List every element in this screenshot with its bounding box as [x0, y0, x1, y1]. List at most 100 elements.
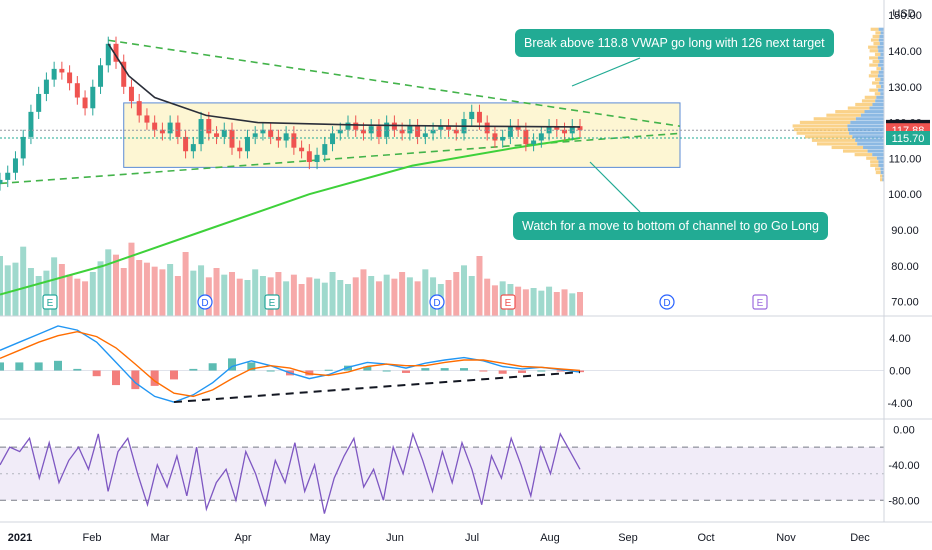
- candle-body: [237, 148, 242, 152]
- volume-profile-bar: [879, 35, 884, 38]
- volume-profile-bar: [847, 124, 884, 127]
- volume-profile-bar: [871, 28, 879, 31]
- macd-histogram-bar: [35, 362, 43, 370]
- candle-body: [144, 115, 149, 122]
- volume-profile-bar: [835, 110, 864, 113]
- candle-body: [477, 112, 482, 123]
- volume-profile-bar: [861, 114, 884, 117]
- volume-profile-bar: [880, 175, 882, 178]
- volume-bar: [167, 264, 173, 316]
- volume-bar: [523, 289, 529, 316]
- volume-profile-bar: [879, 28, 884, 31]
- candle-body: [36, 94, 41, 112]
- macd-histogram-bar: [15, 362, 23, 370]
- volume-profile-bar: [848, 128, 884, 131]
- candle-body: [268, 130, 273, 137]
- volume-bar: [20, 247, 26, 316]
- candle-body: [168, 123, 173, 134]
- candle-body: [75, 83, 80, 97]
- candle-body: [214, 133, 219, 137]
- volume-bar: [244, 280, 250, 316]
- volume-profile-bar: [862, 99, 875, 102]
- candle-body: [0, 180, 3, 184]
- macd-tick-label: -4.00: [887, 398, 912, 410]
- volume-bar: [376, 281, 382, 316]
- volume-bar: [368, 276, 374, 316]
- volume-bar: [322, 283, 328, 316]
- price-tick-label: 70.00: [891, 297, 919, 309]
- time-tick-label: Dec: [850, 532, 870, 544]
- macd-histogram-bar: [460, 368, 468, 370]
- volume-bar: [105, 249, 111, 316]
- candle-body: [539, 133, 544, 140]
- macd-histogram-bar: [383, 371, 391, 372]
- volume-profile-bar: [878, 56, 884, 59]
- volume-profile-bar: [870, 164, 878, 167]
- volume-profile-bar: [866, 157, 877, 160]
- volume-profile-bar: [869, 56, 878, 59]
- volume-profile-bar: [794, 128, 848, 131]
- candle-body: [492, 133, 497, 140]
- volume-bar: [98, 261, 104, 316]
- volume-profile-bar: [875, 53, 880, 56]
- candle-body: [376, 126, 381, 137]
- candle-body: [5, 173, 10, 180]
- candle-body: [13, 158, 18, 172]
- volume-bar: [422, 269, 428, 316]
- volume-profile-bar: [878, 89, 884, 92]
- price-axis[interactable]: 150.00140.00130.00120.00110.00100.0090.0…: [888, 10, 922, 309]
- volume-profile-bar: [869, 89, 878, 92]
- volume-profile-bar: [880, 92, 884, 95]
- volume-profile-bar: [878, 64, 884, 67]
- volume-profile-bar: [814, 117, 856, 120]
- volume-bar: [136, 260, 142, 316]
- price-tag-ma-label: 115.70: [892, 133, 925, 145]
- price-tick-label: 90.00: [891, 225, 919, 237]
- candle-body: [299, 148, 304, 152]
- volume-profile-bar: [870, 49, 879, 52]
- volume-profile-bar: [876, 96, 884, 99]
- volume-profile-bar: [843, 149, 868, 152]
- candle-body: [523, 130, 528, 144]
- candle-body: [276, 137, 281, 141]
- volume-bar: [407, 277, 413, 316]
- volume-profile-bar: [881, 31, 884, 34]
- event-marker-label: D: [663, 298, 670, 309]
- volume-bar: [554, 292, 560, 316]
- volume-bar: [360, 269, 366, 316]
- volume-profile-bar: [817, 142, 857, 145]
- macd-histogram-bar: [537, 371, 545, 372]
- candle-body: [315, 155, 320, 162]
- currency-label: USD: [892, 8, 915, 20]
- volume-profile-bar: [871, 38, 879, 41]
- volume-bar: [128, 243, 134, 316]
- volume-bar: [314, 279, 320, 316]
- macd-histogram-bar: [421, 368, 429, 370]
- macd-histogram-bar: [402, 371, 410, 373]
- rsi-tick-label: 0.00: [893, 424, 914, 436]
- volume-profile-bar: [870, 106, 884, 109]
- volume-bar: [353, 277, 359, 316]
- macd-axis[interactable]: 4.00 0.00 -4.00: [887, 333, 912, 410]
- volume-profile-bar: [863, 146, 884, 149]
- macd-histogram-bar: [112, 371, 120, 386]
- candle-body: [183, 137, 188, 151]
- callout-bottom[interactable]: Watch for a move to bottom of channel to…: [513, 212, 828, 240]
- volume-profile-bar: [875, 31, 880, 34]
- volume-bar: [415, 281, 421, 316]
- volume-bar: [5, 265, 11, 316]
- time-tick-label: Jul: [465, 532, 479, 544]
- volume-profile-bar: [878, 74, 884, 77]
- event-marker-label: E: [757, 298, 764, 309]
- volume-profile-bar: [793, 124, 848, 127]
- callout-top[interactable]: Break above 118.8 VWAP go long with 126 …: [515, 29, 834, 57]
- volume-profile-bar: [865, 96, 877, 99]
- candle-body: [222, 130, 227, 137]
- macd-histogram-bar: [73, 369, 81, 371]
- macd-histogram-bar: [267, 371, 275, 372]
- macd-histogram-bar: [479, 371, 487, 372]
- volume-profile-bar: [880, 78, 884, 81]
- volume-profile-bar: [875, 92, 881, 95]
- time-tick-label: Feb: [83, 532, 102, 544]
